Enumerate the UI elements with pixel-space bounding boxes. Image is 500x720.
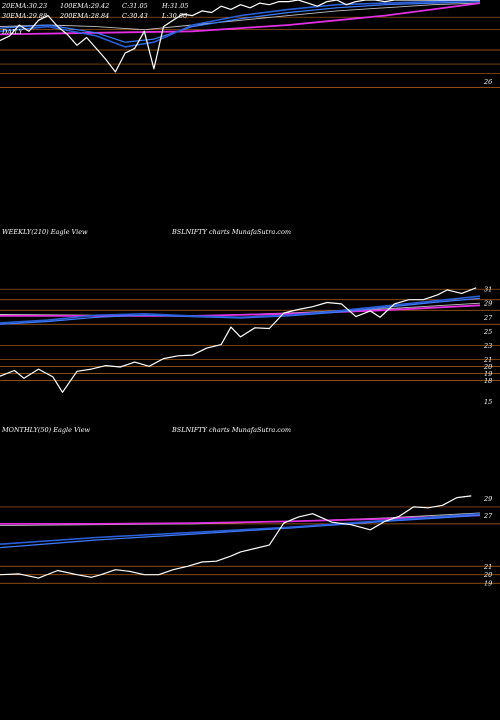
- legend-ema100: 100EMA:29.42: [60, 2, 109, 10]
- weekly-ema200-line: [0, 304, 481, 317]
- daily-title: DAILY: [1, 28, 23, 36]
- weekly-title: WEEKLY(210) Eagle View: [2, 228, 88, 236]
- legend-close: C:31.05: [122, 2, 148, 10]
- daily-ema20-line: [0, 0, 481, 48]
- daily-legend: 20EMA:30.23 100EMA:29.42 C:31.05 H:31.05…: [1, 2, 188, 36]
- monthly-source: BSLNIFTY charts MunafaSutra.com: [171, 426, 291, 434]
- weekly-y-tick-label: 18: [484, 377, 492, 385]
- monthly-y-tick-label: 27: [483, 512, 493, 520]
- legend-high: H:31.05: [161, 2, 188, 10]
- daily-ema30-line: [0, 1, 481, 43]
- monthly-price-line: [0, 495, 472, 579]
- monthly-title: MONTHLY(50) Eagle View: [1, 426, 91, 434]
- daily-level-lines: [0, 16, 500, 88]
- daily-y-tick-label: 26: [483, 78, 492, 86]
- weekly-y-tick-label: 27: [483, 314, 493, 322]
- daily-series: [0, 0, 481, 73]
- weekly-y-tick-label: 29: [483, 300, 492, 308]
- weekly-y-tick-label: 20: [483, 363, 492, 371]
- weekly-source: BSLNIFTY charts MunafaSutra.com: [171, 228, 291, 236]
- weekly-y-tick-label: 21: [483, 356, 492, 364]
- legend-low: L:30.06: [161, 12, 187, 20]
- daily-ema200-line: [0, 2, 481, 36]
- weekly-y-tick-label: 31: [484, 286, 492, 294]
- legend-close-2: C:30.43: [122, 12, 148, 20]
- monthly-y-tick-label: 20: [483, 571, 492, 579]
- daily-y-ticks: 26: [483, 78, 492, 86]
- monthly-y-tick-label: 19: [484, 580, 492, 588]
- monthly-series: [0, 495, 481, 579]
- weekly-y-tick-label: 25: [483, 328, 492, 336]
- weekly-y-tick-label: 23: [483, 342, 492, 350]
- weekly-level-lines: [0, 288, 500, 381]
- monthly-ema20-line: [0, 512, 481, 545]
- weekly-price-line: [0, 287, 477, 393]
- daily-price-line: [0, 0, 480, 73]
- monthly-ema30-line: [0, 514, 481, 549]
- legend-ema20: 20EMA:30.23: [1, 2, 47, 10]
- weekly-series: [0, 287, 481, 393]
- monthly-ema200-line: [0, 514, 481, 525]
- monthly-y-tick-label: 21: [483, 563, 492, 571]
- weekly-y-tick-label: 15: [484, 398, 492, 406]
- daily-ema100-line: [0, 2, 481, 31]
- legend-ema30: 30EMA:29.88: [2, 12, 47, 20]
- weekly-ema20-line: [0, 295, 481, 324]
- weekly-y-tick-label: 19: [484, 370, 492, 378]
- monthly-panel: MONTHLY(50) Eagle View BSLNIFTY charts M…: [0, 426, 500, 588]
- legend-ema200: 200EMA:28.84: [59, 12, 109, 20]
- monthly-y-tick-label: 29: [483, 495, 492, 503]
- daily-panel: 26 20EMA:30.23 100EMA:29.42 C:31.05 H:31…: [0, 0, 500, 88]
- weekly-panel: WEEKLY(210) Eagle View BSLNIFTY charts M…: [0, 228, 500, 406]
